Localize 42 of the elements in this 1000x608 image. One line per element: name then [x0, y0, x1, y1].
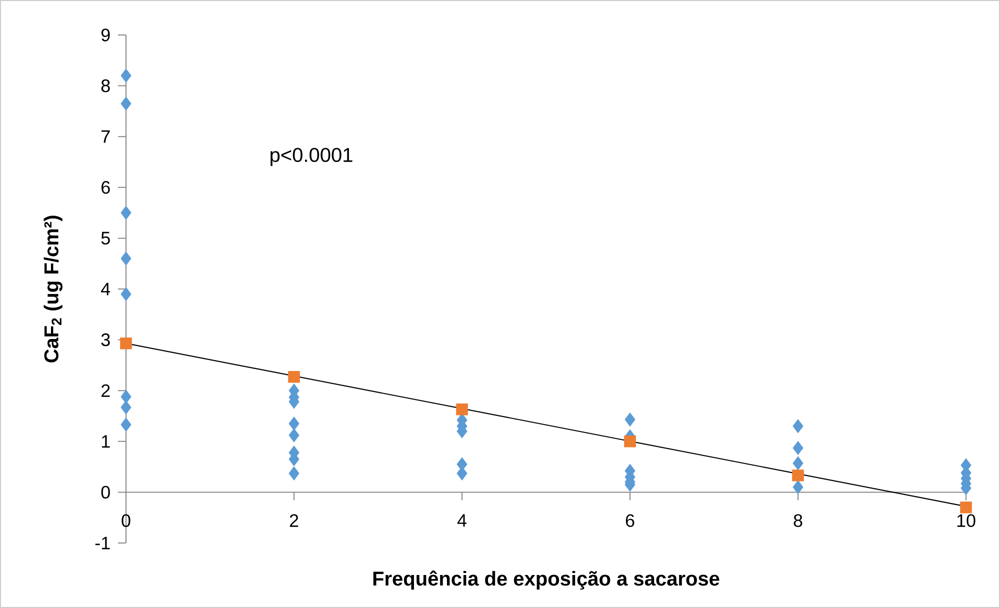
y-tick-label: 6 [102, 181, 110, 194]
point [960, 502, 972, 514]
x-tick-label: 8 [794, 514, 802, 527]
point [120, 287, 132, 302]
y-tick-label: 5 [101, 232, 110, 244]
y-tick-label: 2 [102, 384, 110, 397]
point [624, 436, 636, 448]
point [792, 470, 804, 482]
x-axis-title: Frequência de exposição a sacarose [373, 570, 720, 590]
x-tick-label: 10 [957, 514, 976, 527]
y-tick-label: 8 [101, 79, 110, 92]
x-tick-label: 0 [122, 514, 130, 527]
x-tick-label: 4 [457, 514, 466, 527]
x-tick-label: 6 [626, 514, 634, 527]
y-tick-label: 3 [101, 333, 110, 346]
y-tick-label: 4 [101, 282, 110, 296]
y-tick-label: -1 [95, 536, 110, 550]
point [792, 419, 804, 434]
point [792, 480, 804, 494]
y-tick-label: 7 [102, 130, 110, 143]
point [120, 206, 132, 220]
point [288, 371, 300, 383]
point [288, 466, 300, 480]
y-axis-title: CaF$_{2}$ (ug F/cm²) [44, 216, 62, 362]
point [120, 68, 132, 83]
point [792, 441, 804, 455]
point [120, 400, 132, 414]
point [120, 96, 132, 111]
x-tick-label: 2 [290, 514, 298, 527]
point [624, 412, 636, 426]
point [120, 337, 132, 350]
point [288, 416, 300, 431]
point [120, 390, 132, 404]
point [120, 418, 132, 432]
annotation: p<0.0001 [270, 148, 352, 166]
y-tick-label: 9 [101, 28, 110, 42]
point [792, 456, 804, 470]
point [288, 428, 300, 442]
y-tick-label: 1 [102, 435, 110, 448]
y-tick-label: 0 [101, 486, 110, 499]
point [120, 252, 132, 266]
point [456, 404, 468, 416]
